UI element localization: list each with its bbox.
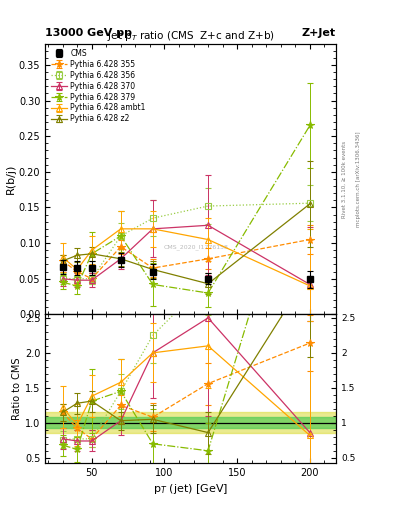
Legend: CMS, Pythia 6.428 355, Pythia 6.428 356, Pythia 6.428 370, Pythia 6.428 379, Pyt: CMS, Pythia 6.428 355, Pythia 6.428 356,… (49, 47, 147, 125)
Text: Rivet 3.1.10, ≥ 100k events: Rivet 3.1.10, ≥ 100k events (342, 141, 347, 218)
Bar (45, 417, 336, 429)
X-axis label: p$_T$ (jet) [GeV]: p$_T$ (jet) [GeV] (153, 482, 228, 497)
Text: mcplots.cern.ch [arXiv:1306.3436]: mcplots.cern.ch [arXiv:1306.3436] (356, 132, 361, 227)
Text: CMS_2020_I1776158: CMS_2020_I1776158 (164, 244, 229, 249)
Y-axis label: Ratio to CMS: Ratio to CMS (12, 357, 22, 420)
Text: Z+Jet: Z+Jet (302, 28, 336, 38)
Title: Jet p$_T$ ratio (CMS  Z+c and Z+b): Jet p$_T$ ratio (CMS Z+c and Z+b) (107, 29, 275, 44)
Text: 13000 GeV pp: 13000 GeV pp (45, 28, 132, 38)
Bar (45, 412, 336, 433)
Y-axis label: R(b/j): R(b/j) (6, 164, 16, 194)
